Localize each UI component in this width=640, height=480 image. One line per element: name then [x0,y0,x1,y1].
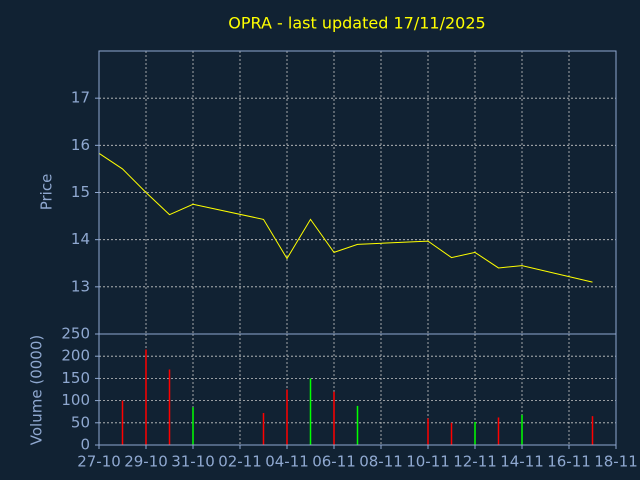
volume-bar [309,378,312,445]
x-tick-label: 29-10 [124,453,168,471]
volume-bar [497,417,500,445]
y-tick-label: 13 [71,277,90,295]
x-tick-label: 04-11 [265,453,309,471]
volume-bar [192,407,194,445]
volume-bar [262,413,265,445]
volume-bar [474,421,476,445]
x-tick-label: 31-10 [171,453,215,471]
volume-bar [356,405,359,445]
x-tick-label: 02-11 [218,453,262,471]
volume-bar [450,422,453,445]
x-tick-label: 18-11 [594,453,638,471]
volume-bar [168,369,171,445]
volume-bar [333,391,335,445]
y-tick-label: 250 [61,325,90,343]
y-tick-label: 200 [61,347,90,365]
y-axis-label: Volume (0000) [28,335,46,445]
x-tick-label: 08-11 [359,453,403,471]
volume-bar [286,389,288,445]
y-axis-label: Price [38,174,56,211]
y-tick-label: 100 [61,391,90,409]
y-tick-label: 50 [71,413,90,431]
panel-frame [98,333,617,446]
price-line [98,152,593,283]
volume-bar [427,418,429,445]
y-tick-label: 14 [71,230,90,248]
y-tick-label: 150 [61,369,90,387]
x-tick-label: 06-11 [312,453,356,471]
volume-bar [591,416,594,445]
y-tick-label: 17 [71,89,90,107]
y-tick-label: 16 [71,136,90,154]
x-tick-label: 10-11 [406,453,450,471]
y-tick-label: 0 [80,436,90,454]
volume-bar [521,414,523,445]
volume-bar [145,349,147,445]
chart-title: OPRA - last updated 17/11/2025 [228,14,485,33]
x-tick-label: 12-11 [453,453,497,471]
volume-bar [121,400,124,445]
x-tick-label: 27-10 [77,453,121,471]
x-tick-label: 14-11 [500,453,544,471]
y-tick-label: 15 [71,183,90,201]
x-tick-label: 16-11 [547,453,591,471]
